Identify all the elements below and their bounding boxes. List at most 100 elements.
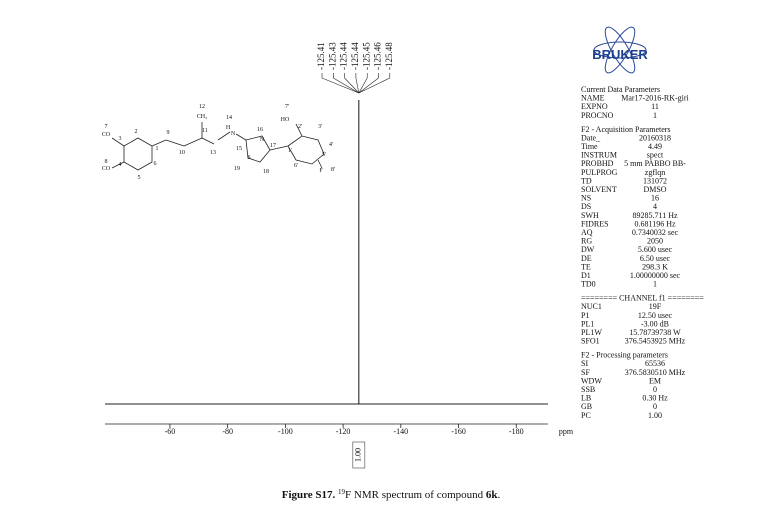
atom-label: 16 [257,127,263,133]
parameter-key: PL1W [581,328,602,337]
peak-label: -125.48 [384,42,394,70]
parameter-value: 19F [649,302,662,311]
parameter-group-title: Current Data Parameters [581,85,660,94]
parameter-value: 5 mm PABBO BB- [624,159,686,168]
parameter-value: spect [647,151,664,160]
parameter-key: AQ [581,228,593,237]
caption-text: F NMR spectrum of compound [345,489,486,501]
parameter-value: DMSO [643,185,666,194]
peak-label: -125.44 [339,42,349,70]
parameter-key: INSTRUM [581,151,617,160]
parameter-key: PROCNO [581,111,614,120]
parameter-key: Time [581,142,598,151]
x-tick-label: -160 [451,427,466,436]
parameter-value: 4.49 [648,142,662,151]
parameter-value: 298.3 K [642,262,668,271]
parameter-value: 131072 [643,176,667,185]
atom-label: H [226,125,231,131]
x-tick-label: -80 [222,427,233,436]
parameter-key: SF [581,368,590,377]
parameter-value: zgflqn [645,168,665,177]
atom-label: 17 [270,143,276,149]
atom-label: 11 [202,128,208,134]
parameter-value: 2050 [647,237,663,246]
parameter-value: EM [649,376,661,385]
atom-label: F [319,168,323,174]
parameter-key: DS [581,202,591,211]
parameter-value: 15.78739738 W [629,328,681,337]
caption-sup: 19 [338,488,346,496]
parameter-key: SOLVENT [581,185,617,194]
peak-label: -125.44 [350,42,360,70]
parameter-key: DW [581,245,595,254]
parameter-key: D1 [581,271,591,280]
structure-bonds [111,122,325,171]
parameter-value: -3.00 dB [641,319,669,328]
peak-label: -125.45 [361,42,371,70]
parameter-group-title: ======== CHANNEL f1 ======== [581,294,704,303]
peak-label-leader [321,77,359,94]
parameter-value: 65536 [645,359,665,368]
parameter-key: RG [581,237,592,246]
peak-label-leader [355,77,360,94]
parameter-value: 0.7340032 sec [632,228,679,237]
parameter-key: NAME [581,94,605,103]
parameter-key: P1 [581,311,589,320]
parameter-key: PULPROG [581,168,618,177]
peak-label-leader [333,77,359,94]
peak-label: -125.43 [327,42,337,70]
atom-label: 18 [263,169,269,175]
atom-label: 13 [210,150,216,156]
peak-label-leader [358,77,368,94]
parameter-value: 0 [653,385,657,394]
x-tick-label: -140 [393,427,408,436]
parameter-key: NS [581,194,591,203]
atom-label: 2' [298,124,302,130]
integral-box [352,441,366,469]
atom-label: N [260,137,265,143]
parameter-key: SFO1 [581,337,600,346]
x-tick-label: -180 [509,427,524,436]
parameter-key: TE [581,262,591,271]
parameter-value: 5.600 usec [638,245,673,254]
atom-label: 1 [156,146,159,152]
parameter-value: Mar17-2016-RK-giri [621,94,689,103]
parameter-value: 376.5830510 MHz [625,368,686,377]
caption-label: Figure S17. [282,489,336,501]
parameter-key: TD [581,176,592,185]
x-tick-label: -100 [278,427,293,436]
peak-label-leader [344,77,360,94]
parameter-value: 0 [653,402,657,411]
parameter-key: PL1 [581,319,594,328]
atom-label: CH₃ [197,114,207,120]
parameter-key: TD0 [581,280,596,289]
parameter-group-title: F2 - Acquisition Parameters [581,125,671,134]
atom-label: 6' [294,163,298,169]
caption-end: . [498,489,501,501]
bruker-logo-mark [593,26,647,74]
parameter-key: SSB [581,385,595,394]
parameter-value: 1.00000000 sec [630,271,681,280]
parameter-key: FIDRES [581,219,609,228]
atom-label: 7' [285,104,289,110]
parameter-key: WDW [581,376,602,385]
atom-label: 14 [226,115,232,121]
x-axis-label: ppm [559,427,574,436]
atom-label: CO [102,132,111,138]
parameter-value: 1 [653,280,657,289]
atom-label: 2 [135,129,138,135]
parameter-key: DE [581,254,592,263]
integral-label: 1.00 [354,448,363,462]
parameter-value: 1.00 [648,411,662,420]
parameter-value: 6.50 usec [640,254,671,263]
caption: Figure S17. 19F NMR spectrum of compound… [282,488,501,501]
atom-label: HO [281,117,290,123]
parameter-key: Date_ [581,133,601,142]
peak-label-leader [358,77,379,94]
atom-label: 5 [138,175,141,181]
atom-label: 12 [199,104,205,110]
parameter-value: 20160318 [639,133,671,142]
atom-label: 8' [331,167,335,173]
atom-label: 19 [234,166,240,172]
parameter-group-title: F2 - Processing parameters [581,351,668,360]
